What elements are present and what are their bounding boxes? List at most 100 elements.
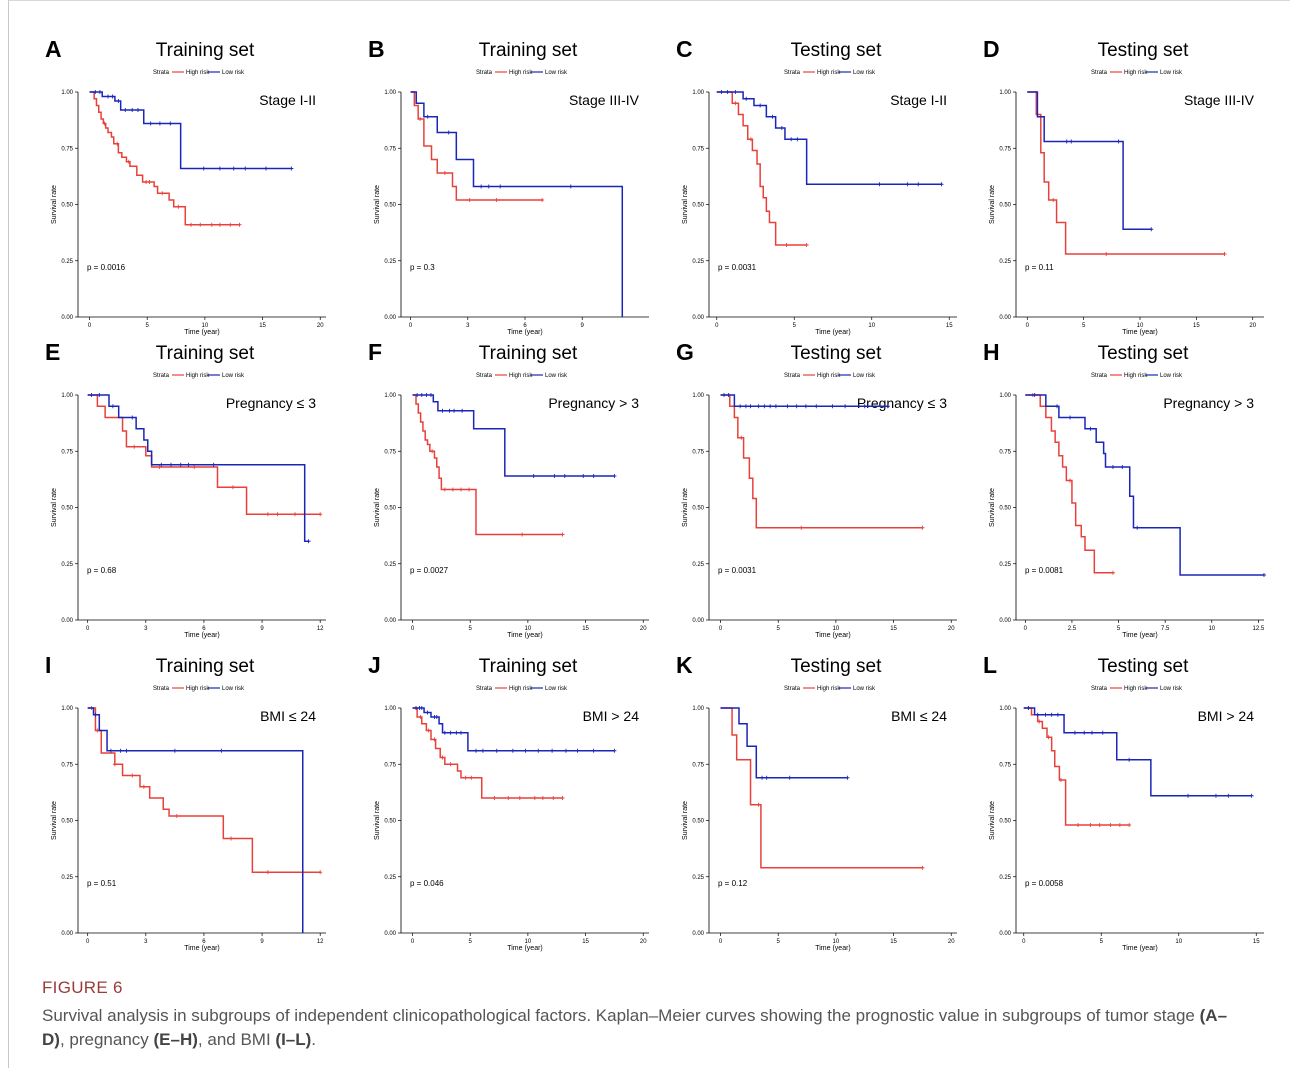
y-tick-label: 1.00 [61,393,73,399]
x-tick-label: 10 [868,323,875,329]
x-tick-label: 10 [1175,939,1182,945]
x-axis-label: Time (year) [507,945,543,952]
censor-mark-low [243,166,248,171]
censor-mark-low [877,182,882,187]
censor-mark-high [418,715,423,719]
legend-label-high: High risk [817,686,841,692]
censor-mark-low [1149,227,1154,232]
y-tick-label: 0.50 [692,506,704,512]
y-tick-label: 0.75 [384,146,396,152]
km-curve-high [1023,707,1130,826]
y-tick-label: 0.75 [692,146,704,152]
censor-mark-low [135,108,140,112]
censor-mark-low [733,90,738,94]
km-chart-d: D Testing set Strata High risk Low risk Stage… [983,36,1264,336]
censor-mark-high [209,222,214,227]
x-tick-label: 0 [411,939,415,945]
legend-title: Strata [1091,686,1108,692]
km-curve-low [87,707,304,933]
censor-mark-low [803,404,808,409]
panel-letter: E [45,339,60,365]
censor-mark-low [787,775,792,780]
legend-label-high: High risk [817,373,841,379]
chart-title: Training set [156,656,255,677]
km-panel-e: E Training set Strata High risk Low risk Preg… [45,333,345,643]
censor-mark-low [575,748,580,753]
x-tick-label: 9 [260,626,264,632]
censor-mark-low [169,462,173,467]
censor-mark-low [93,90,98,94]
x-tick-label: 15 [582,939,589,945]
censor-mark-low [760,775,765,780]
censor-mark-high [265,512,270,517]
figure-label: FIGURE 6 [42,978,123,997]
censor-mark-low [219,748,224,753]
x-tick-label: 5 [777,939,781,945]
panel-letter: K [676,652,693,678]
y-tick-label: 0.00 [61,315,73,321]
censor-mark-low [591,474,596,478]
legend-title: Strata [1091,70,1108,76]
y-tick-label: 0.50 [999,506,1011,512]
censor-mark-low [1043,712,1048,717]
censor-mark-low [460,408,465,413]
km-chart-j: J Training set Strata High risk Low risk BMI … [368,652,649,952]
y-tick-label: 1.00 [999,90,1011,96]
censor-mark-low [721,393,726,397]
legend-label-high: High risk [817,70,841,76]
censor-mark-high [430,449,435,454]
censor-mark-low [830,404,835,409]
x-tick-label: 3 [466,323,470,329]
censor-mark-low [536,748,541,753]
censor-mark-high [1058,778,1063,782]
y-tick-label: 0.25 [692,259,704,265]
censor-mark-high [1110,570,1115,575]
km-curve-high [1025,394,1113,574]
legend: Strata High risk Low risk [476,70,568,76]
legend-title: Strata [153,686,170,692]
censor-mark-low [862,404,867,409]
legend-title: Strata [476,70,493,76]
y-axis-label: Survival rate [374,488,381,527]
x-tick-label: 15 [1253,939,1260,945]
y-tick-label: 0.00 [384,618,396,624]
y-tick-label: 0.75 [692,762,704,768]
chart-title: Testing set [791,40,883,61]
censor-mark-low [148,121,153,126]
legend-title: Strata [153,70,170,76]
censor-mark-high [448,762,453,767]
y-tick-label: 0.00 [384,315,396,321]
panel-letter: C [676,36,693,62]
censor-mark-high [540,796,545,800]
censor-mark-low [116,99,121,103]
censor-mark-high [293,512,297,517]
figure-frame [8,0,1290,1068]
y-tick-label: 1.00 [999,393,1011,399]
y-tick-label: 0.50 [61,506,73,512]
subgroup-label: BMI > 24 [1198,708,1255,724]
km-panel-h: H Testing set Strata High risk Low risk Pregn… [983,333,1283,643]
y-tick-label: 0.50 [692,819,704,825]
censor-mark-high [920,525,925,530]
censor-mark-low [1127,757,1132,762]
censor-mark-low [1262,573,1266,577]
censor-mark-high [130,773,135,778]
censor-mark-low [108,748,113,753]
p-value: p = 0.0016 [87,263,126,272]
km-curve-high [716,91,807,246]
censor-mark-low [552,474,557,478]
censor-mark-high [756,802,761,807]
legend: Strata High risk Low risk [153,70,245,76]
censor-mark-high [467,487,472,492]
x-tick-label: 10 [833,939,840,945]
km-curve-low [1023,707,1252,797]
x-tick-label: 10 [1137,323,1144,329]
censor-mark-high [733,101,738,106]
x-tick-label: 5 [1117,626,1121,632]
y-tick-label: 0.25 [999,259,1011,265]
x-tick-label: 5 [793,323,797,329]
censor-mark-high [442,171,447,175]
x-tick-label: 5 [146,323,150,329]
chart-title: Testing set [1098,656,1190,677]
y-tick-label: 0.25 [384,562,396,568]
